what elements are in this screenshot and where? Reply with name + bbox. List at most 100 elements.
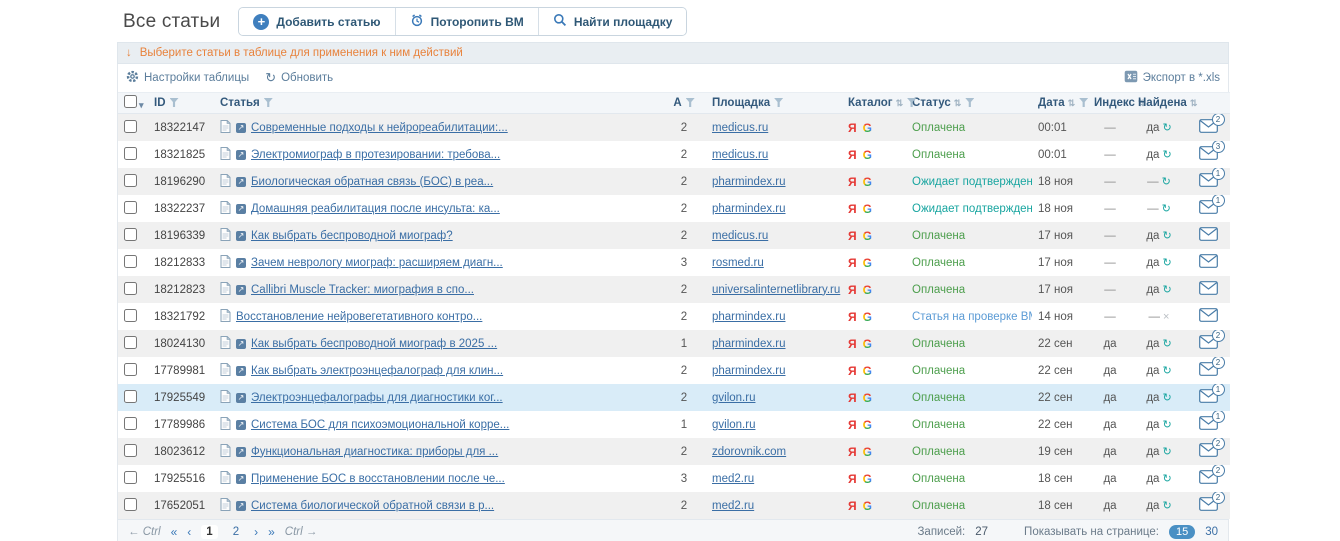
google-catalog-icon[interactable]: G: [862, 120, 872, 135]
external-link-icon[interactable]: ↗: [236, 284, 246, 295]
document-icon[interactable]: [220, 200, 231, 217]
row-checkbox[interactable]: [124, 470, 137, 484]
found-refresh-icon[interactable]: ↻: [1161, 176, 1171, 188]
article-title-link[interactable]: Зачем неврологу миограф: расширяем диагн…: [251, 256, 503, 269]
google-catalog-icon[interactable]: G: [862, 282, 872, 297]
google-catalog-icon[interactable]: G: [862, 336, 872, 351]
external-link-icon[interactable]: ↗: [236, 446, 246, 457]
status-filter-icon[interactable]: [965, 98, 975, 107]
yandex-catalog-icon[interactable]: Я: [848, 228, 857, 243]
mail-icon[interactable]: 2: [1198, 113, 1225, 136]
document-icon[interactable]: [220, 335, 231, 352]
external-link-icon[interactable]: ↗: [236, 419, 246, 430]
article-title-link[interactable]: Функциональная диагностика: приборы для …: [251, 445, 499, 458]
yandex-catalog-icon[interactable]: Я: [848, 120, 857, 135]
google-catalog-icon[interactable]: G: [862, 417, 872, 432]
article-filter-icon[interactable]: [263, 98, 273, 107]
found-refresh-icon[interactable]: ↻: [1162, 446, 1172, 458]
found-refresh-icon[interactable]: ↻: [1162, 122, 1172, 134]
google-catalog-icon[interactable]: G: [862, 147, 872, 162]
platform-link[interactable]: pharmindex.ru: [712, 175, 786, 188]
found-refresh-icon[interactable]: ↻: [1162, 392, 1172, 404]
row-checkbox[interactable]: [124, 281, 137, 295]
document-icon[interactable]: [220, 308, 231, 325]
document-icon[interactable]: [220, 227, 231, 244]
row-checkbox[interactable]: [124, 119, 137, 133]
a-filter-icon[interactable]: [685, 98, 695, 107]
yandex-catalog-icon[interactable]: Я: [848, 201, 857, 216]
article-title-link[interactable]: Биологическая обратная связь (БОС) в реа…: [251, 175, 494, 188]
google-catalog-icon[interactable]: G: [862, 309, 872, 324]
platform-link[interactable]: universalinternetlibrary.ru: [712, 283, 841, 296]
found-refresh-icon[interactable]: ↻: [1162, 284, 1172, 296]
site-filter-icon[interactable]: [774, 98, 784, 107]
select-menu-caret-icon[interactable]: ▾: [139, 100, 144, 110]
export-xls-button[interactable]: Экспорт в *.xls: [1124, 70, 1220, 86]
external-link-icon[interactable]: ↗: [236, 500, 246, 511]
google-catalog-icon[interactable]: G: [862, 228, 872, 243]
found-refresh-icon[interactable]: ↻: [1162, 149, 1172, 161]
table-settings-button[interactable]: Настройки таблицы: [126, 70, 249, 86]
external-link-icon[interactable]: ↗: [236, 149, 246, 160]
article-title-link[interactable]: Современные подходы к нейрореабилитации:…: [251, 121, 508, 134]
external-link-icon[interactable]: ↗: [236, 257, 246, 268]
mail-icon[interactable]: 1: [1198, 411, 1225, 433]
external-link-icon[interactable]: ↗: [236, 122, 246, 133]
page-1-button[interactable]: 1: [201, 525, 218, 539]
google-catalog-icon[interactable]: G: [862, 255, 872, 270]
found-refresh-icon[interactable]: ↻: [1162, 419, 1172, 431]
yandex-catalog-icon[interactable]: Я: [848, 282, 857, 297]
row-checkbox[interactable]: [124, 254, 137, 268]
document-icon[interactable]: [220, 443, 231, 460]
row-checkbox[interactable]: [124, 227, 137, 241]
yandex-catalog-icon[interactable]: Я: [848, 471, 857, 486]
mail-icon[interactable]: 2: [1198, 465, 1225, 487]
article-title-link[interactable]: Callibri Muscle Tracker: миография в спо…: [251, 283, 474, 296]
id-filter-icon[interactable]: [169, 98, 179, 107]
first-page-button[interactable]: «: [170, 525, 178, 539]
yandex-catalog-icon[interactable]: Я: [848, 417, 857, 432]
article-title-link[interactable]: Как выбрать беспроводной миограф?: [251, 229, 453, 242]
found-refresh-icon[interactable]: ↻: [1162, 338, 1172, 350]
row-checkbox[interactable]: [124, 200, 137, 214]
row-checkbox[interactable]: [124, 308, 137, 322]
next-page-button[interactable]: ›: [254, 525, 259, 539]
row-checkbox[interactable]: [124, 389, 137, 403]
article-title-link[interactable]: Электромиограф в протезировании: требова…: [251, 148, 501, 161]
external-link-icon[interactable]: ↗: [236, 392, 246, 403]
add-article-button[interactable]: + Добавить статью: [239, 8, 396, 35]
document-icon[interactable]: [220, 281, 231, 298]
found-refresh-icon[interactable]: ↻: [1161, 203, 1171, 215]
row-checkbox[interactable]: [124, 146, 137, 160]
yandex-catalog-icon[interactable]: Я: [848, 309, 857, 324]
found-refresh-icon[interactable]: ↻: [1162, 230, 1172, 242]
mail-icon[interactable]: [1198, 254, 1218, 271]
mail-icon[interactable]: 2: [1198, 492, 1225, 514]
prev-page-button[interactable]: ‹: [187, 525, 192, 539]
article-title-link[interactable]: Применение БОС в восстановлении после че…: [251, 472, 505, 485]
document-icon[interactable]: [220, 497, 231, 514]
platform-link[interactable]: pharmindex.ru: [712, 337, 786, 350]
document-icon[interactable]: [220, 146, 231, 163]
google-catalog-icon[interactable]: G: [862, 498, 872, 513]
status-sort-icon[interactable]: ⇅: [953, 98, 962, 108]
external-link-icon[interactable]: ↗: [236, 176, 246, 187]
yandex-catalog-icon[interactable]: Я: [848, 255, 857, 270]
article-title-link[interactable]: Как выбрать электроэнцефалограф для клин…: [251, 364, 504, 377]
platform-link[interactable]: zdorovnik.com: [712, 445, 787, 458]
yandex-catalog-icon[interactable]: Я: [848, 336, 857, 351]
external-link-icon[interactable]: ↗: [236, 365, 246, 376]
find-platform-button[interactable]: Найти площадку: [538, 8, 687, 35]
date-filter-icon[interactable]: [1079, 98, 1089, 107]
yandex-catalog-icon[interactable]: Я: [848, 147, 857, 162]
platform-link[interactable]: rosmed.ru: [712, 256, 764, 269]
date-sort-icon[interactable]: ⇅: [1067, 98, 1076, 108]
yandex-catalog-icon[interactable]: Я: [848, 174, 857, 189]
google-catalog-icon[interactable]: G: [862, 444, 872, 459]
document-icon[interactable]: [220, 362, 231, 379]
document-icon[interactable]: [220, 470, 231, 487]
external-link-icon[interactable]: ↗: [236, 230, 246, 241]
row-checkbox[interactable]: [124, 497, 137, 511]
refresh-button[interactable]: ↻ Обновить: [265, 70, 333, 86]
platform-link[interactable]: gvilon.ru: [712, 391, 756, 404]
